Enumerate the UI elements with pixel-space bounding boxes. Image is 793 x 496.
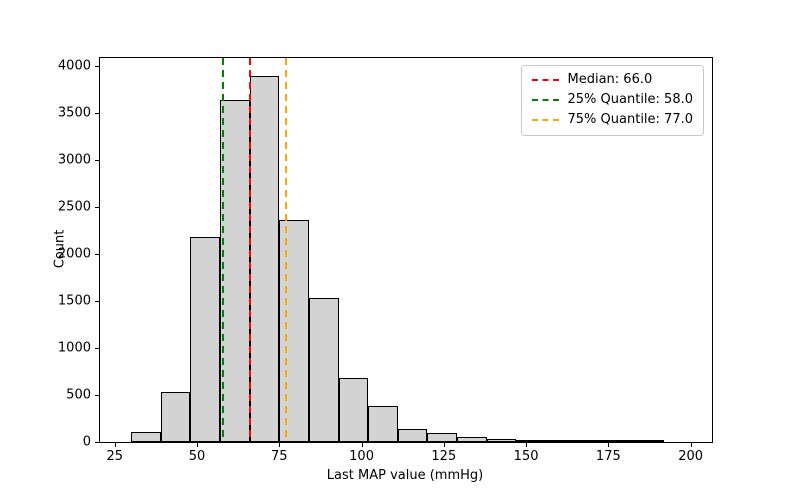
histogram-bar: [427, 433, 457, 442]
quantile-line: [248, 58, 251, 442]
y-tick-label: 3000: [57, 152, 91, 168]
x-axis-label: Last MAP value (mmHg): [326, 468, 484, 483]
x-tick-mark: [443, 443, 445, 447]
q75-dashed-line-swatch: [531, 119, 559, 122]
y-tick-mark: [95, 159, 99, 161]
x-tick-label: 200: [678, 449, 704, 464]
histogram-bar: [160, 392, 191, 442]
legend-item-median: Median: 66.0: [531, 72, 693, 88]
legend: Median: 66.0 25% Quantile: 58.0 75% Quan…: [520, 65, 704, 136]
histogram-bar: [368, 406, 398, 442]
histogram-bar: [457, 437, 487, 442]
legend-label-q75: 75% Quantile: 77.0: [567, 111, 693, 127]
y-tick-label: 1000: [57, 340, 91, 356]
median-dashed-line-swatch: [531, 79, 559, 82]
x-tick-mark: [608, 443, 610, 447]
legend-item-q75: 75% Quantile: 77.0: [531, 111, 693, 128]
x-tick-mark: [114, 443, 116, 447]
x-tick-mark: [197, 443, 199, 447]
histogram-bar: [516, 440, 546, 442]
x-tick-label: 25: [106, 449, 124, 464]
y-tick-label: 2000: [57, 246, 91, 262]
q25-dashed-line-swatch: [531, 99, 559, 102]
y-tick-mark: [95, 348, 99, 349]
y-tick-label: 2500: [57, 199, 91, 215]
y-tick-mark: [95, 65, 99, 67]
legend-label-q25: 25% Quantile: 58.0: [567, 91, 693, 107]
histogram-bar: [545, 440, 576, 442]
x-tick-mark: [279, 443, 281, 447]
histogram-bar: [605, 440, 635, 442]
histogram-bar: [249, 76, 280, 442]
histogram-bar: [308, 298, 339, 442]
x-tick-mark: [690, 443, 692, 447]
x-tick-label: 75: [271, 449, 288, 464]
y-tick-mark: [95, 395, 99, 396]
y-tick-label: 1500: [57, 293, 91, 309]
histogram-bar: [634, 440, 665, 442]
plot-area: Median: 66.0 25% Quantile: 58.0 75% Quan…: [99, 57, 713, 443]
quantile-line: [284, 58, 287, 442]
y-tick-label: 4000: [57, 58, 91, 74]
y-tick-mark: [95, 442, 99, 443]
legend-item-q25: 25% Quantile: 58.0: [531, 91, 693, 108]
x-tick-label: 50: [188, 449, 206, 464]
y-tick-mark: [95, 206, 99, 208]
legend-label-median: Median: 66.0: [567, 72, 653, 87]
y-tick-mark: [95, 301, 99, 302]
y-tick-mark: [95, 254, 99, 255]
histogram-bar: [575, 440, 606, 442]
quantile-line: [222, 58, 225, 442]
histogram-bar: [131, 431, 161, 442]
histogram-bar: [220, 99, 250, 442]
x-tick-label: 100: [349, 449, 374, 464]
x-tick-mark: [361, 443, 363, 447]
y-tick-label: 500: [66, 387, 91, 403]
y-tick-mark: [95, 112, 99, 114]
histogram-bar: [486, 439, 517, 442]
y-tick-label: 0: [82, 434, 91, 450]
histogram-bar: [279, 220, 309, 442]
x-tick-label: 125: [431, 449, 457, 464]
histogram-bar: [190, 237, 221, 442]
x-tick-label: 150: [513, 449, 539, 464]
x-tick-label: 175: [595, 449, 621, 464]
histogram-bar: [338, 378, 369, 442]
histogram-bar: [397, 428, 428, 442]
y-tick-label: 3500: [57, 105, 91, 121]
x-tick-mark: [526, 443, 528, 447]
